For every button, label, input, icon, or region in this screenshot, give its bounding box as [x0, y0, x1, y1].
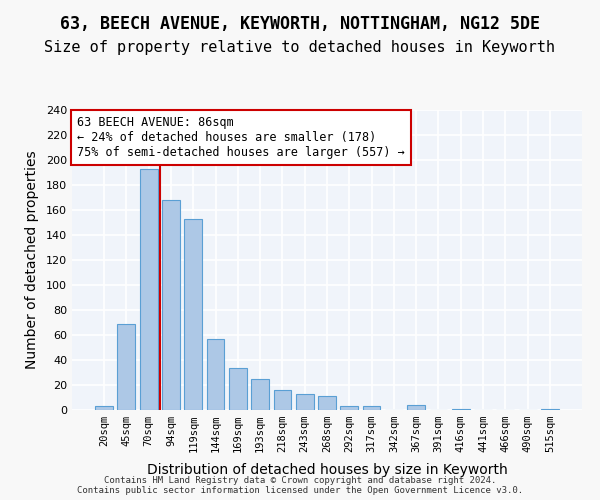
Bar: [162, 200, 180, 410]
Bar: [206, 339, 224, 410]
Bar: [251, 379, 269, 410]
Bar: [318, 396, 336, 410]
Bar: [340, 406, 358, 410]
Text: Size of property relative to detached houses in Keyworth: Size of property relative to detached ho…: [44, 40, 556, 55]
Bar: [229, 368, 247, 410]
Bar: [541, 409, 559, 410]
Text: 63, BEECH AVENUE, KEYWORTH, NOTTINGHAM, NG12 5DE: 63, BEECH AVENUE, KEYWORTH, NOTTINGHAM, …: [60, 15, 540, 33]
Bar: [362, 406, 380, 410]
Bar: [407, 405, 425, 410]
Bar: [452, 409, 470, 410]
Y-axis label: Number of detached properties: Number of detached properties: [25, 150, 39, 370]
Bar: [296, 394, 314, 410]
Text: Contains HM Land Registry data © Crown copyright and database right 2024.
Contai: Contains HM Land Registry data © Crown c…: [77, 476, 523, 495]
Bar: [95, 406, 113, 410]
Bar: [184, 219, 202, 410]
Bar: [274, 390, 292, 410]
Bar: [140, 169, 158, 410]
Bar: [118, 324, 136, 410]
X-axis label: Distribution of detached houses by size in Keyworth: Distribution of detached houses by size …: [146, 464, 508, 477]
Text: 63 BEECH AVENUE: 86sqm
← 24% of detached houses are smaller (178)
75% of semi-de: 63 BEECH AVENUE: 86sqm ← 24% of detached…: [77, 116, 405, 159]
